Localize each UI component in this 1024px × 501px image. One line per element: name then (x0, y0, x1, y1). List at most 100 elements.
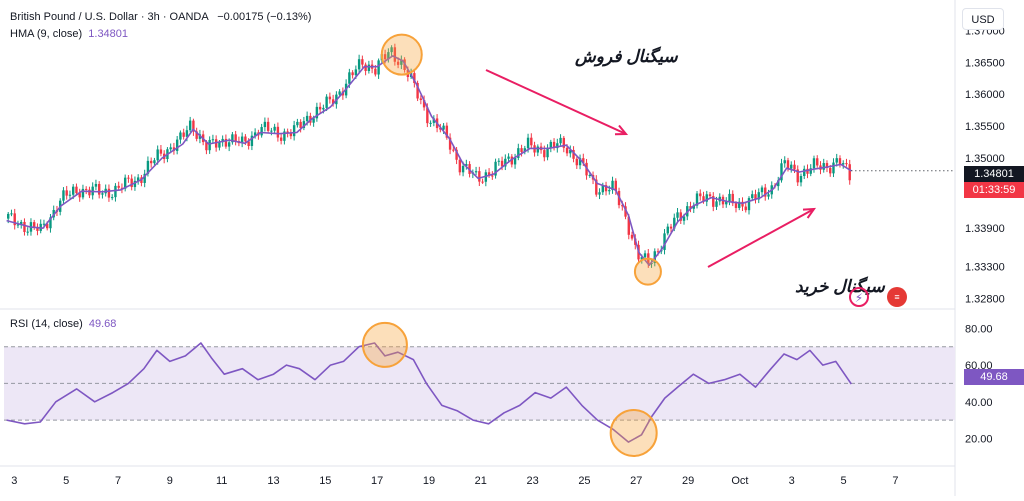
candle-body (455, 149, 458, 160)
candle-body (62, 190, 65, 201)
candle-body (432, 118, 436, 123)
time-tick-label: 19 (423, 475, 435, 487)
candle-body (117, 185, 120, 188)
candle-body (270, 130, 273, 132)
time-tick-label: 9 (167, 475, 173, 487)
candle-body (188, 120, 192, 131)
candle-body (478, 171, 481, 182)
candle-body (767, 194, 770, 197)
candle-body (101, 193, 104, 195)
candle-body (487, 172, 491, 176)
candle-body (754, 194, 757, 200)
candle-body (523, 148, 527, 153)
candle-body (400, 59, 403, 65)
candle-body (396, 61, 400, 65)
candle-body (16, 224, 20, 226)
candle-body (338, 91, 341, 95)
candle-body (361, 59, 364, 65)
candle-body (413, 73, 416, 84)
candle-body (263, 121, 267, 128)
candle-body (211, 139, 215, 141)
candle-body (318, 106, 322, 110)
candle-body (751, 194, 754, 199)
candle-body (439, 128, 442, 130)
time-tick-label: 7 (115, 475, 121, 487)
candle-body (640, 257, 643, 260)
candle-body (705, 194, 708, 202)
candle-body (205, 142, 208, 151)
candle-body (793, 164, 796, 170)
candle-body (578, 158, 582, 166)
time-tick-label: 21 (475, 475, 487, 487)
candle-body (699, 193, 702, 197)
lightning-icon[interactable]: ⚡ (849, 287, 869, 307)
candle-body (780, 163, 783, 181)
candle-body (351, 72, 354, 76)
candle-body (127, 177, 130, 179)
us-flag-icon[interactable]: ≡ (887, 287, 907, 307)
candle-body (374, 68, 377, 75)
rsi-oversold-circle (609, 408, 658, 457)
candle-body (725, 201, 728, 205)
candle-body (23, 221, 26, 233)
candle-body (136, 177, 140, 181)
time-tick-label: 15 (319, 475, 331, 487)
candle-body (227, 142, 231, 147)
candle-body (786, 160, 790, 169)
candle-body (582, 158, 585, 163)
candle-body (289, 133, 293, 137)
candle-body (556, 143, 559, 149)
candle-body (552, 141, 556, 149)
candle-body (130, 178, 133, 188)
sell-arrow-head (614, 124, 629, 136)
candle-body (276, 126, 280, 138)
currency-selector[interactable]: USD (962, 8, 1004, 30)
candle-body (738, 201, 741, 208)
price-change: −0.00175 (−0.13%) (217, 11, 312, 23)
candle-body (842, 163, 845, 165)
candle-body (481, 181, 484, 183)
candle-body (260, 127, 263, 136)
candle-body (305, 115, 309, 122)
candle-body (315, 106, 319, 119)
candle-body (354, 69, 358, 76)
candle-body (588, 175, 591, 177)
candle-body (549, 141, 553, 148)
candle-body (364, 64, 367, 72)
price-tick-label: 1.36000 (965, 89, 1005, 101)
candle-body (790, 164, 793, 169)
candle-body (747, 198, 751, 211)
candle-body (656, 251, 660, 253)
candle-body (20, 221, 23, 225)
candle-body (601, 185, 604, 193)
candle-body (741, 201, 744, 207)
candle-body (114, 185, 117, 198)
candle-body (279, 137, 283, 141)
candle-body (702, 196, 705, 202)
candle-body (572, 149, 575, 159)
candle-body (146, 160, 150, 174)
candle-body (845, 163, 848, 165)
candle-body (679, 212, 682, 221)
hma-legend: HMA (9, close) 1.34801 (10, 27, 128, 41)
candle-body (504, 158, 507, 167)
candle-body (133, 180, 137, 188)
candle-body (36, 226, 39, 231)
price-tick-label: 1.33300 (965, 262, 1005, 274)
time-tick-label: 5 (63, 475, 69, 487)
candle-body (149, 160, 153, 164)
price-tick-label: 1.35500 (965, 121, 1005, 133)
candle-body (426, 107, 429, 124)
sell-signal-label: سیگنال فروش (574, 46, 678, 67)
candle-body (494, 161, 497, 176)
candle-body (546, 147, 549, 158)
candle-body (266, 121, 270, 131)
countdown-tag: 01:33:59 (964, 182, 1024, 198)
candle-body (240, 136, 244, 144)
time-tick-label: 11 (216, 475, 227, 487)
candle-body (322, 107, 325, 110)
candle-body (169, 147, 172, 150)
candle-body (695, 193, 699, 206)
candle-body (835, 158, 838, 163)
candle-body (474, 171, 478, 173)
